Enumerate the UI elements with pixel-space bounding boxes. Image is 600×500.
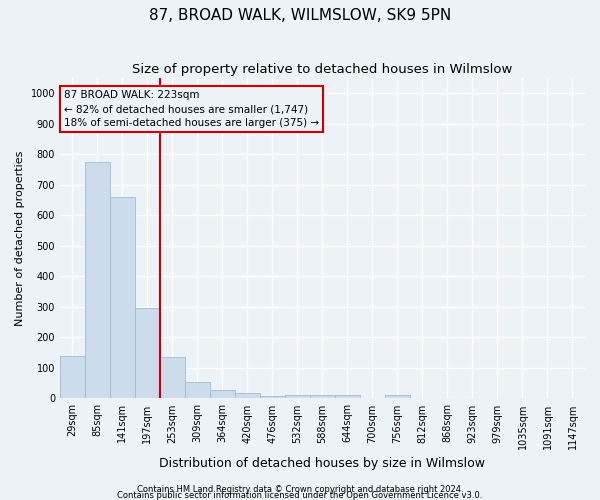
Bar xyxy=(385,396,410,398)
Bar xyxy=(60,356,85,399)
Bar xyxy=(310,396,335,398)
Bar xyxy=(185,382,210,398)
Text: 87 BROAD WALK: 223sqm
← 82% of detached houses are smaller (1,747)
18% of semi-d: 87 BROAD WALK: 223sqm ← 82% of detached … xyxy=(64,90,319,128)
Bar xyxy=(135,308,160,398)
Bar xyxy=(210,390,235,398)
Bar xyxy=(160,357,185,399)
Text: Contains public sector information licensed under the Open Government Licence v3: Contains public sector information licen… xyxy=(118,490,482,500)
Bar xyxy=(235,393,260,398)
Title: Size of property relative to detached houses in Wilmslow: Size of property relative to detached ho… xyxy=(132,62,512,76)
Bar xyxy=(285,396,310,398)
Y-axis label: Number of detached properties: Number of detached properties xyxy=(15,150,25,326)
X-axis label: Distribution of detached houses by size in Wilmslow: Distribution of detached houses by size … xyxy=(160,457,485,470)
Bar xyxy=(260,396,285,398)
Bar xyxy=(85,162,110,398)
Bar xyxy=(110,197,135,398)
Bar xyxy=(335,396,360,398)
Text: 87, BROAD WALK, WILMSLOW, SK9 5PN: 87, BROAD WALK, WILMSLOW, SK9 5PN xyxy=(149,8,451,22)
Text: Contains HM Land Registry data © Crown copyright and database right 2024.: Contains HM Land Registry data © Crown c… xyxy=(137,485,463,494)
